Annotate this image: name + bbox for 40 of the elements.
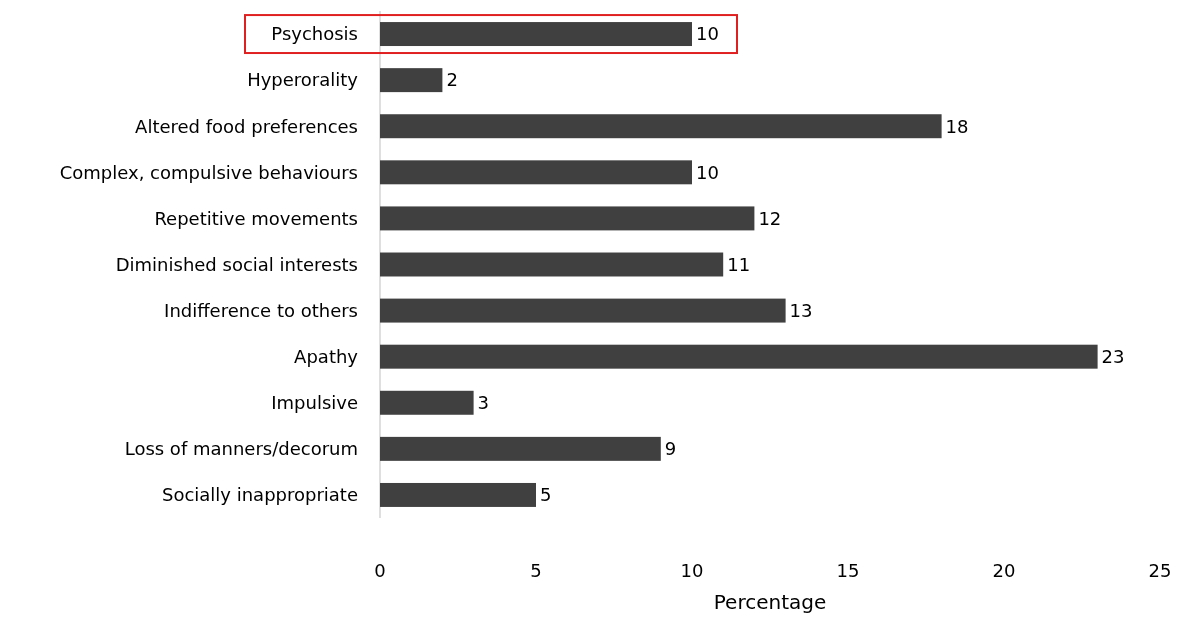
y-tick-label: Diminished social interests [115, 253, 358, 275]
y-tick-label: Psychosis [271, 23, 358, 45]
y-tick-label: Repetitive movements [154, 207, 358, 229]
data-label: 9 [664, 438, 677, 460]
y-tick-label: Indifference to others [164, 299, 358, 321]
data-label: 11 [727, 253, 751, 275]
y-tick-label: Complex, compulsive behaviours [59, 161, 358, 183]
bar [380, 22, 692, 47]
bar [380, 206, 755, 231]
y-tick-label: Altered food preferences [135, 115, 358, 137]
y-tick-label: Loss of manners/decorum [124, 438, 358, 460]
x-axis-title: Percentage [713, 590, 827, 614]
bar [380, 436, 661, 461]
bar [380, 160, 692, 185]
bar [380, 68, 443, 93]
x-tick-label: 25 [1148, 560, 1172, 581]
y-tick-label: Socially inappropriate [161, 484, 358, 506]
bar [380, 298, 786, 323]
bar [380, 390, 474, 415]
bar [380, 114, 942, 139]
data-label: 2 [446, 69, 458, 91]
data-label: 5 [540, 484, 552, 506]
y-tick-label: Hyperorality [247, 69, 359, 91]
y-tick-label: Impulsive [271, 392, 358, 414]
y-tick-label: Apathy [294, 345, 359, 367]
data-label: 3 [477, 392, 490, 414]
x-tick-label: 0 [374, 560, 386, 581]
x-tick-label: 10 [680, 560, 704, 581]
data-label: 23 [1101, 345, 1125, 367]
bar [380, 252, 724, 277]
data-label: 10 [696, 23, 719, 45]
data-label: 12 [758, 207, 782, 229]
x-tick-label: 20 [992, 560, 1016, 581]
x-tick-label: 5 [530, 560, 542, 581]
data-label: 10 [696, 161, 719, 183]
x-tick-label: 15 [836, 560, 860, 581]
bar [380, 482, 536, 507]
data-label: 13 [789, 299, 813, 321]
bar [380, 344, 1098, 369]
data-label: 18 [945, 115, 969, 137]
